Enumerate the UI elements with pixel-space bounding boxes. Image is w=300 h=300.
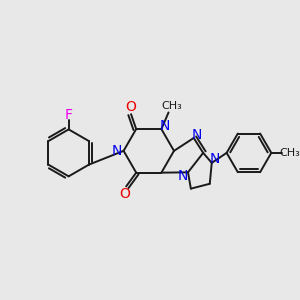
Text: N: N [210,152,220,167]
Text: CH₃: CH₃ [162,101,182,111]
Text: O: O [126,100,136,114]
Text: N: N [160,118,170,133]
Text: O: O [119,187,130,201]
Text: N: N [192,128,202,142]
Text: CH₃: CH₃ [279,148,300,158]
Text: N: N [178,169,188,183]
Text: N: N [112,144,122,158]
Text: F: F [64,108,73,122]
